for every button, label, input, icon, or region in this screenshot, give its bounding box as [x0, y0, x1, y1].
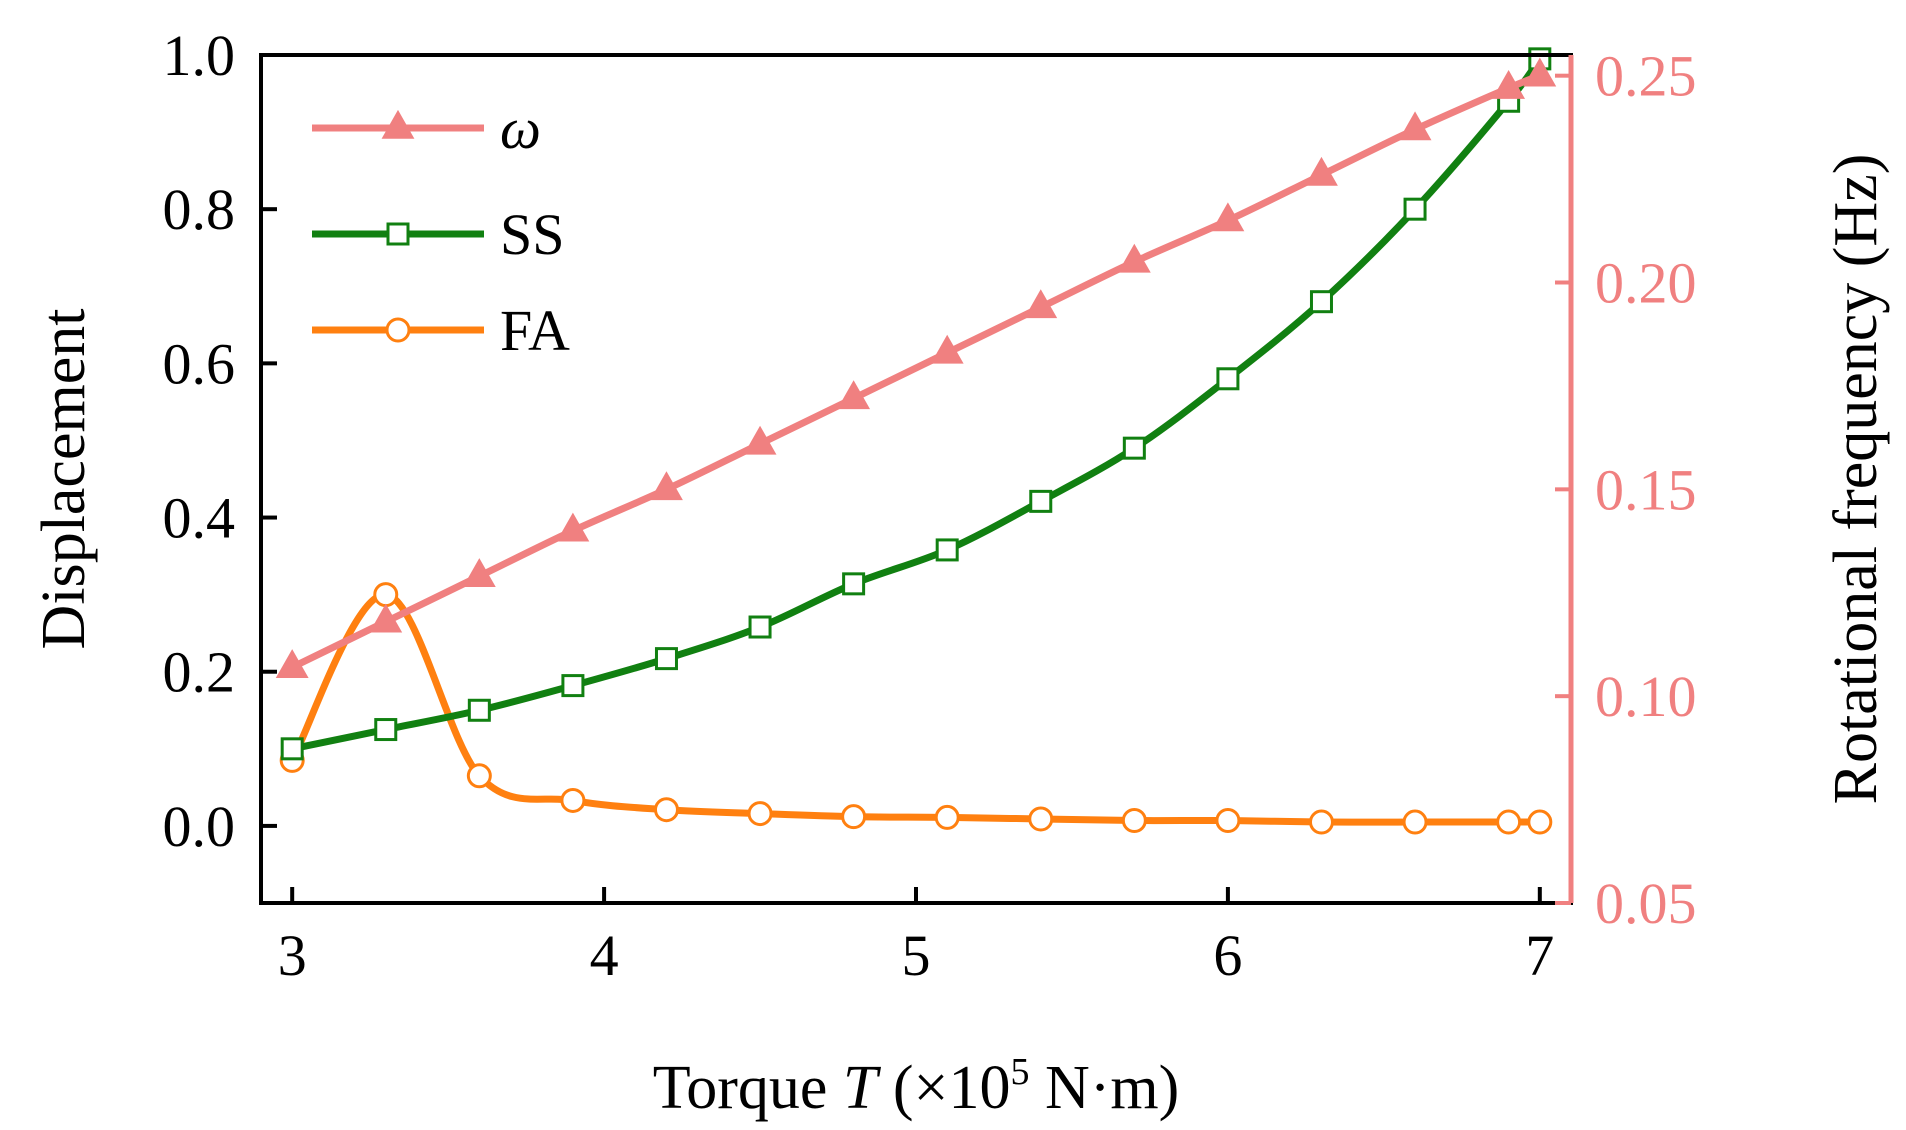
y-right-tick-label: 0.20: [1595, 251, 1697, 316]
series-omega-point: [1024, 289, 1058, 319]
x-axis-title-unit-open: (×10: [877, 1054, 1010, 1122]
series-fa-line: [288, 591, 1544, 826]
series-ss-point: [1029, 489, 1053, 513]
series-fa-point: [747, 801, 773, 827]
series-fa-point: [1496, 809, 1522, 835]
y-left-tick-label: 0.6: [163, 331, 236, 396]
x-tick-label: 7: [1525, 923, 1554, 988]
series-ss-point: [280, 737, 304, 761]
y-left-tick-label: 0.8: [163, 177, 236, 242]
y-right-tick-label: 0.10: [1595, 664, 1697, 729]
series-fa-point: [1215, 808, 1241, 834]
series-omega-point: [837, 380, 871, 410]
y-axis-right-title: Rotational frequency (Hz): [1822, 154, 1890, 805]
y-left-tick-label: 1.0: [163, 23, 236, 88]
legend-fa-label: FA: [500, 298, 570, 363]
series-omega-point: [1211, 202, 1245, 232]
series-fa-point: [841, 804, 867, 830]
series-fa-point: [373, 582, 399, 608]
series-fa-point: [560, 787, 586, 813]
series-omega-point: [1492, 69, 1526, 99]
x-axis-title-prefix: Torque: [653, 1054, 843, 1122]
y-left-tick-label: 0.4: [163, 486, 236, 551]
y-axis-left: 0.0 0.2 0.4 0.6 0.8 1.0: [163, 23, 277, 859]
series-ss-point: [1403, 197, 1427, 221]
series-ss-point: [748, 615, 772, 639]
legend-fa-marker: [385, 317, 411, 343]
series-layer: [275, 47, 1557, 835]
legend: ω SS FA: [312, 96, 570, 363]
series-omega-point: [556, 512, 590, 542]
series-fa-point: [1028, 806, 1054, 832]
series-fa-point: [1308, 809, 1334, 835]
series-omega-point: [1117, 243, 1151, 273]
series-ss-point: [561, 674, 585, 698]
y-left-tick-label: 0.0: [163, 794, 236, 859]
x-tick-label: 4: [590, 923, 619, 988]
legend-ss-label: SS: [500, 202, 565, 267]
legend-omega-label: ω: [500, 96, 541, 161]
series-fa-point: [1121, 808, 1147, 834]
y-right-tick-label: 0.05: [1595, 871, 1697, 936]
series-ss-point: [467, 698, 491, 722]
series-omega-point: [1523, 57, 1557, 87]
series-omega-point: [1398, 111, 1432, 141]
series-ss-point: [1309, 290, 1333, 314]
series-ss-point: [842, 572, 866, 596]
y-axis-left-title: Displacement: [30, 309, 98, 650]
series-fa-point: [1402, 809, 1428, 835]
series-fa-point: [653, 797, 679, 823]
y-right-tick-label: 0.25: [1595, 44, 1697, 109]
series-omega-point: [930, 334, 964, 364]
series-fa-point: [934, 804, 960, 830]
x-tick-label: 3: [278, 923, 307, 988]
series-ss-point: [935, 538, 959, 562]
plot-frame: [259, 53, 1573, 905]
series-omega-point: [275, 649, 309, 679]
series-fa-point: [1527, 809, 1553, 835]
x-axis: 3 4 5 6 7: [278, 887, 1554, 988]
series-ss-point: [1216, 367, 1240, 391]
series-omega: [275, 57, 1557, 679]
legend-omega-marker: [381, 109, 415, 139]
x-tick-label: 5: [902, 923, 931, 988]
series-fa-point: [466, 763, 492, 789]
x-tick-label: 6: [1213, 923, 1242, 988]
series-ss-point: [374, 718, 398, 742]
y-right-tick-label: 0.15: [1595, 457, 1697, 522]
y-axis-right: 0.05 0.10 0.15 0.20 0.25: [1555, 44, 1697, 936]
series-omega-point: [1305, 156, 1338, 186]
series-ss-line: [288, 55, 1544, 753]
series-omega-point: [743, 425, 777, 455]
series-ss-point: [654, 647, 678, 671]
series-fa: [279, 582, 1553, 835]
series-ss-point: [1122, 436, 1146, 460]
x-axis-title: Torque T (×105 N·m): [653, 1051, 1180, 1122]
legend-ss-marker: [386, 222, 410, 246]
y-left-tick-label: 0.2: [163, 640, 236, 705]
series-omega-point: [650, 471, 683, 501]
x-axis-title-unit-close: N·m): [1030, 1054, 1180, 1122]
series-omega-point: [462, 558, 496, 588]
series-omega-point: [369, 603, 403, 633]
series-ss: [280, 47, 1552, 761]
x-axis-title-var: T: [843, 1054, 882, 1122]
x-axis-title-exponent: 5: [1011, 1051, 1030, 1093]
